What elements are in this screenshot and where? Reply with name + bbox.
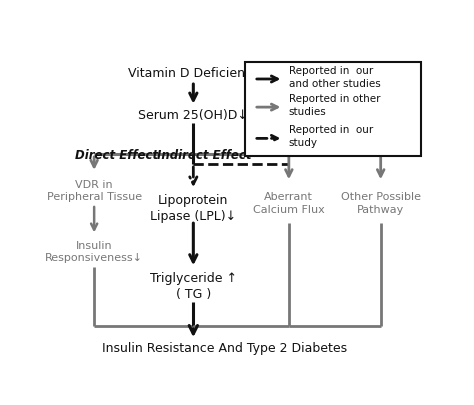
Text: Reported in other
studies: Reported in other studies bbox=[289, 94, 380, 117]
Text: Serum 25(OH)D↓: Serum 25(OH)D↓ bbox=[138, 109, 248, 122]
Text: Aberrant
Calcium Flux: Aberrant Calcium Flux bbox=[253, 192, 325, 214]
Text: VDR in
Peripheral Tissue: VDR in Peripheral Tissue bbox=[46, 179, 142, 202]
Text: Insulin
Responsiveness↓: Insulin Responsiveness↓ bbox=[45, 240, 143, 262]
Text: Other Possible
Pathway: Other Possible Pathway bbox=[341, 192, 421, 214]
Text: Lipoprotein
Lipase (LPL)↓: Lipoprotein Lipase (LPL)↓ bbox=[150, 193, 237, 222]
Text: Insulin Resistance And Type 2 Diabetes: Insulin Resistance And Type 2 Diabetes bbox=[102, 341, 347, 354]
FancyBboxPatch shape bbox=[245, 63, 421, 156]
Text: Indirect Effect: Indirect Effect bbox=[157, 148, 252, 161]
Text: Triglyceride ↑
( TG ): Triglyceride ↑ ( TG ) bbox=[150, 271, 237, 300]
Text: Vitamin D Deficiency: Vitamin D Deficiency bbox=[128, 67, 259, 80]
Text: Reported in  our
study: Reported in our study bbox=[289, 125, 373, 148]
Text: Direct Effect: Direct Effect bbox=[74, 148, 158, 161]
Text: Reported in  our
and other studies: Reported in our and other studies bbox=[289, 66, 381, 89]
